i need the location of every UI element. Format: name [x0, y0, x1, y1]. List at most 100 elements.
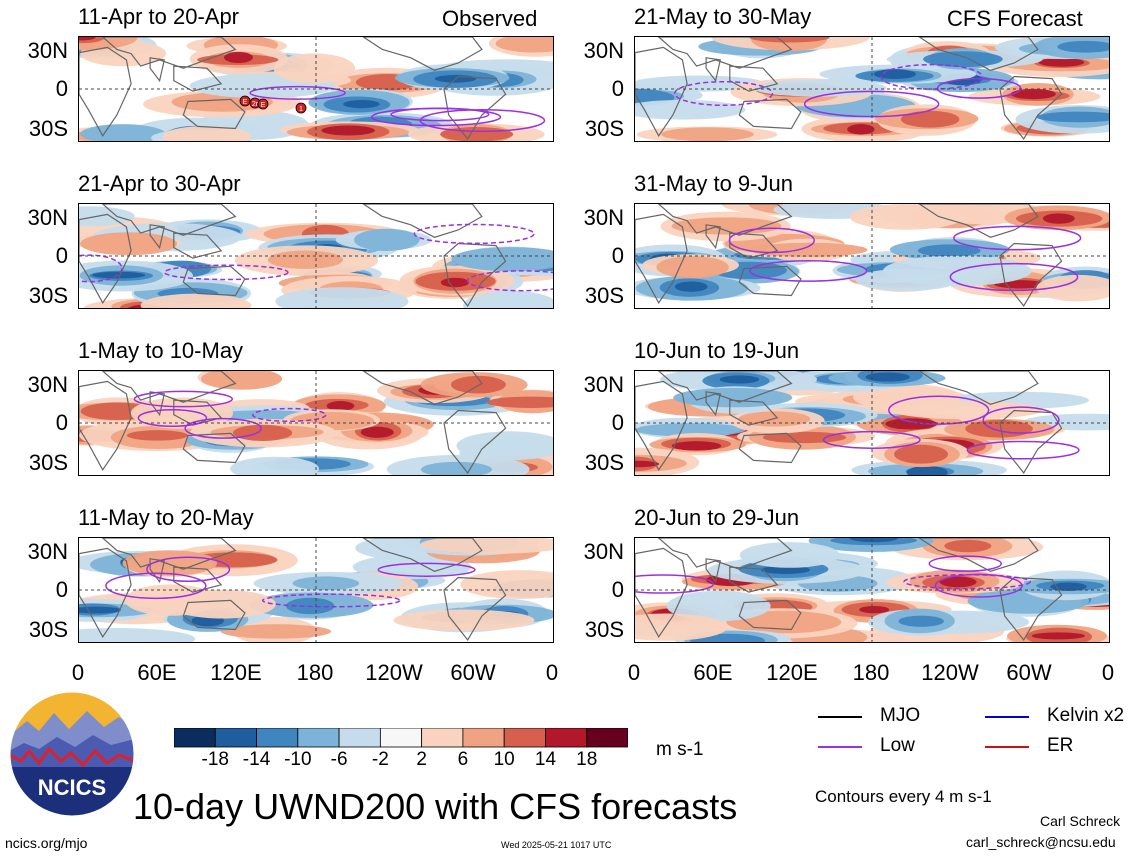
coastline — [182, 432, 246, 464]
svg-text:2r: 2r — [252, 101, 259, 108]
anomaly-blob — [201, 371, 283, 390]
anomaly-blob — [495, 37, 553, 53]
coastline — [999, 576, 1063, 641]
coastline — [101, 37, 237, 69]
anomaly-map-svg — [635, 204, 1109, 308]
coastline — [173, 232, 223, 259]
low-contour — [949, 262, 1079, 292]
y-tick-label: 30N — [27, 38, 68, 63]
legend-label: ER — [1047, 735, 1074, 756]
colorbar-tick-label: 6 — [457, 749, 469, 770]
coastline — [79, 380, 132, 471]
anomaly-blob — [1010, 88, 1056, 100]
colorbar-swatch — [586, 727, 629, 748]
anomaly-blob — [354, 228, 420, 252]
anomaly-blob — [275, 287, 409, 308]
anomaly-blob — [79, 206, 135, 227]
coastline — [443, 409, 507, 474]
coastline — [79, 46, 132, 137]
anomaly-blob — [939, 576, 977, 588]
anomaly-blob — [671, 441, 722, 451]
coastline — [362, 204, 483, 238]
forecast-label: CFS Forecast — [947, 6, 1083, 31]
author-email[interactable]: carl_schreck@ncsu.edu — [966, 834, 1116, 850]
coastline — [918, 37, 1039, 71]
website-link[interactable]: ncics.org/mjo — [5, 835, 88, 851]
y-tick-label: 0 — [611, 577, 624, 602]
x-tick-label: 60W — [450, 660, 496, 685]
anomaly-blob — [230, 456, 319, 475]
coastline — [101, 204, 237, 236]
colorbar-swatch — [545, 727, 588, 748]
colorbar-swatch — [379, 727, 423, 748]
anomaly-blob — [393, 609, 535, 631]
anomaly-map-panel — [634, 36, 1110, 142]
coastline — [362, 538, 483, 572]
anomaly-blob — [1057, 40, 1109, 53]
anomaly-blob — [220, 624, 332, 639]
x-tick-label: 0 — [545, 660, 559, 685]
coastline — [173, 65, 223, 92]
low-contour — [146, 556, 231, 583]
x-tick-label: 60W — [1006, 660, 1052, 685]
anomaly-blob — [894, 444, 948, 464]
anomaly-blob — [292, 576, 360, 591]
anomaly-blob — [635, 613, 728, 641]
anomaly-blob — [673, 387, 793, 408]
y-tick-label: 30N — [27, 372, 68, 397]
anomaly-blob — [1036, 111, 1109, 123]
coastline — [918, 371, 1039, 405]
panel-title: 11-Apr to 20-Apr — [78, 4, 240, 29]
colorbar-swatches — [173, 727, 629, 748]
y-tick-label: 30S — [584, 450, 624, 475]
anomaly-blob — [456, 431, 553, 461]
legend-line-swatch — [818, 746, 862, 748]
coastline — [918, 538, 1039, 572]
anomaly-blob — [849, 204, 964, 230]
x-tick-label: 0 — [71, 660, 85, 685]
coastline — [182, 599, 246, 631]
coastline — [657, 37, 793, 69]
low-contour — [137, 408, 208, 428]
anomaly-blob — [917, 244, 981, 257]
coastline — [738, 98, 802, 130]
x-tick-label: 180 — [296, 660, 334, 685]
anomaly-map-svg: E 2r E1 — [79, 37, 553, 141]
anomaly-map-svg — [79, 204, 553, 308]
anomaly-blob — [450, 375, 506, 394]
y-tick-label: 30S — [584, 617, 624, 642]
coastline — [657, 371, 793, 403]
coastline — [635, 380, 688, 471]
low-contour — [105, 572, 207, 600]
anomaly-blob — [635, 99, 746, 120]
anomaly-blob — [873, 69, 917, 80]
low-contour — [261, 593, 401, 608]
svg-text:E: E — [243, 99, 248, 106]
anomaly-blob — [900, 110, 960, 128]
coastline — [173, 566, 223, 593]
colorbar-swatch — [173, 727, 216, 748]
logo-graphic: NCICS — [9, 691, 135, 817]
y-tick-label: 0 — [55, 76, 68, 101]
low-contour — [953, 225, 1082, 251]
anomaly-map-panel — [78, 203, 554, 309]
legend-line-swatch — [818, 716, 862, 718]
coastline — [738, 599, 802, 631]
colorbar-tick-label: 10 — [493, 749, 515, 770]
ncics-logo: NCICS — [9, 691, 135, 817]
anomaly-blob — [944, 539, 992, 553]
panel-title: 10-Jun to 19-Jun — [634, 338, 800, 363]
anomaly-blob — [1036, 274, 1109, 302]
anomaly-map-svg — [635, 371, 1109, 475]
storm-marker: E — [239, 95, 251, 107]
low-contour — [903, 573, 1031, 590]
anomaly-blob — [1031, 632, 1085, 640]
colorbar-swatch — [462, 727, 505, 748]
y-tick-label: 30S — [28, 617, 68, 642]
storm-marker: E — [257, 98, 269, 110]
coastline — [657, 538, 793, 570]
anomaly-blob — [1038, 57, 1085, 67]
anomaly-blob — [859, 605, 890, 614]
coastline — [362, 37, 483, 71]
panel-title: 21-Apr to 30-Apr — [78, 171, 241, 196]
